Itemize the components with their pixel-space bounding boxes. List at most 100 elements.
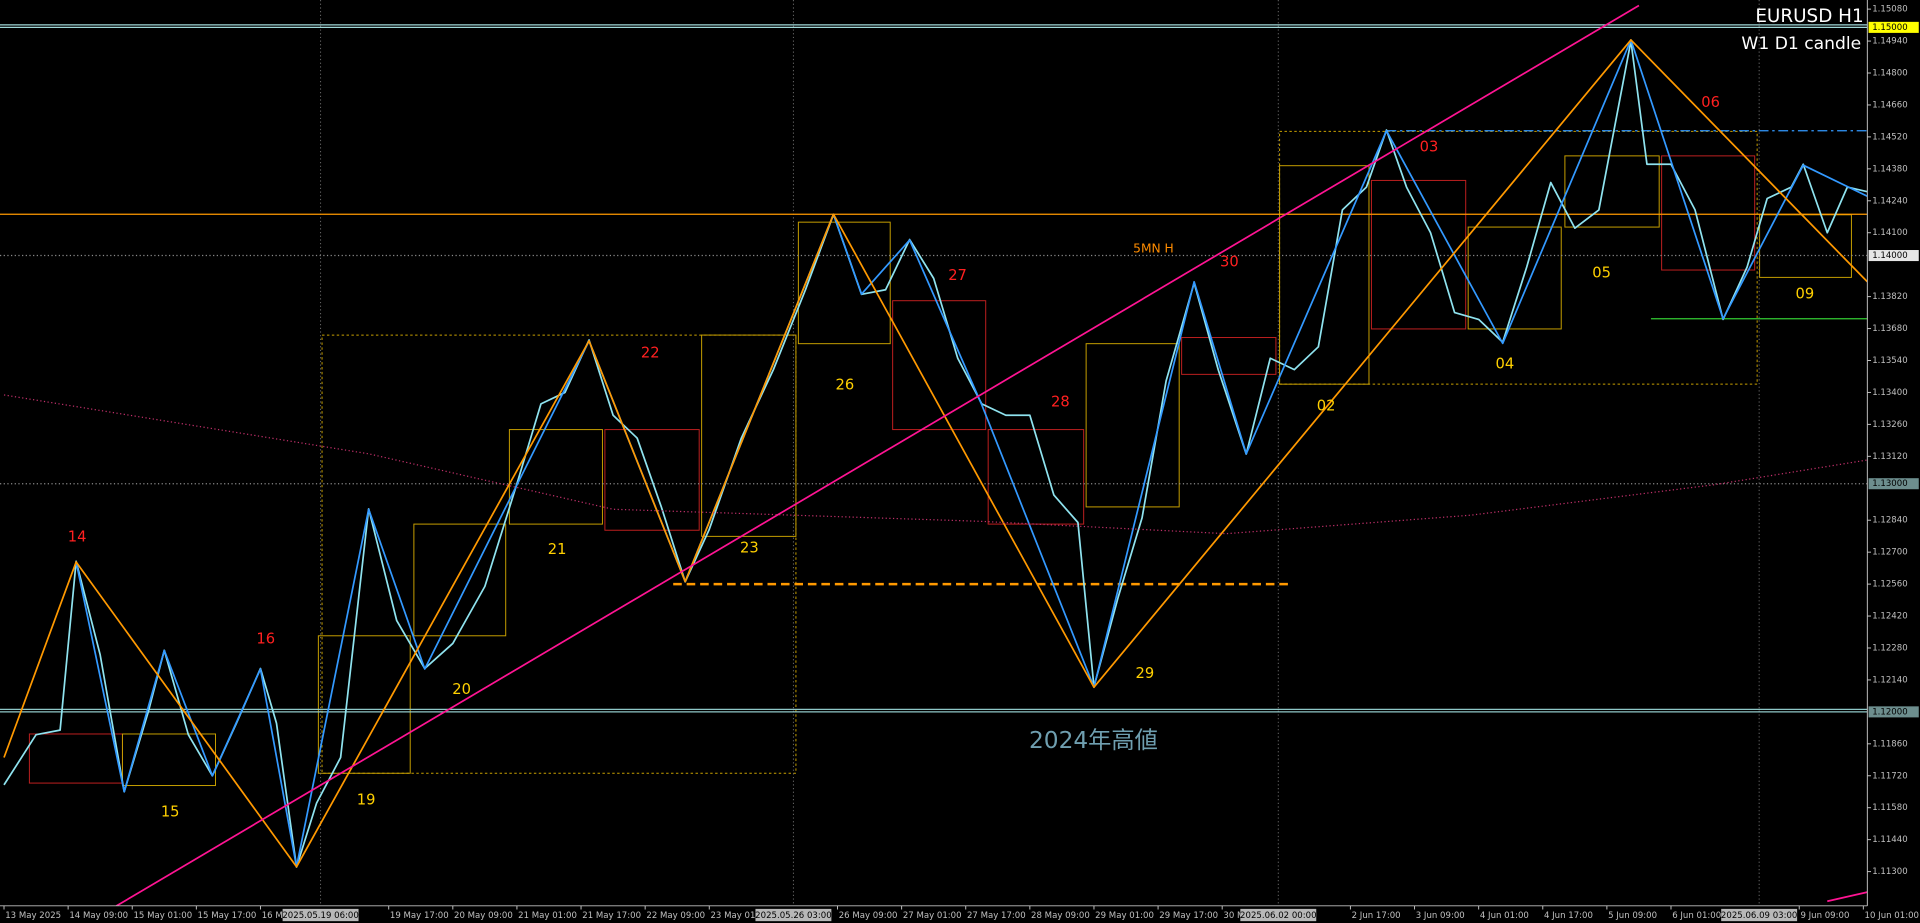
price-axis-panel bbox=[1867, 0, 1920, 923]
series-line bbox=[115, 4, 1640, 907]
annotation: 28 bbox=[1051, 394, 1070, 411]
y-tick-label: 1.13400 bbox=[1872, 388, 1907, 398]
d1-box bbox=[1564, 155, 1660, 228]
annotation: 14 bbox=[68, 529, 87, 546]
d1-box bbox=[1467, 226, 1562, 330]
annotation: 27 bbox=[948, 267, 967, 284]
d1-box bbox=[1181, 337, 1277, 375]
x-tick-label: 27 May 17:00 bbox=[967, 911, 1026, 921]
d1-box bbox=[797, 221, 891, 345]
annotation: 5MN H bbox=[1133, 242, 1174, 256]
x-marker-box bbox=[282, 908, 359, 922]
w1-box bbox=[321, 334, 797, 774]
y-tick-label: 1.12280 bbox=[1872, 643, 1907, 653]
x-tick-label: 21 May 17:00 bbox=[582, 911, 641, 921]
x-marker-box bbox=[755, 908, 832, 922]
x-tick-label: 6 Jun 01:00 bbox=[1672, 911, 1721, 921]
y-tick-label: 1.11860 bbox=[1872, 739, 1907, 749]
time-axis-panel bbox=[0, 905, 1920, 923]
chart-subtitle: W1 D1 candle bbox=[1741, 34, 1861, 54]
y-tick-label: 1.14380 bbox=[1872, 164, 1907, 174]
y-tick-label: 1.12700 bbox=[1872, 548, 1907, 558]
y-tick-label: 1.12420 bbox=[1872, 612, 1907, 622]
y-tick-label: 1.15080 bbox=[1872, 5, 1907, 15]
plot-area: 14 16 22 27 28 30 03 06 15 19 20 21 23 26 29 02 04 05 09 5M… bbox=[0, 0, 1868, 907]
y-tick-label: 1.11440 bbox=[1872, 835, 1907, 845]
y-tick-label: 1.14100 bbox=[1872, 228, 1907, 238]
x-marker-label: 2025.05.19 06:00 bbox=[282, 911, 358, 921]
x-tick-label: 5 Jun 09:00 bbox=[1608, 911, 1657, 921]
series-line bbox=[3, 39, 1868, 868]
price-label-box bbox=[1868, 478, 1919, 490]
price-label: 1.12000 bbox=[1872, 707, 1907, 717]
y-tick-label: 1.13120 bbox=[1872, 452, 1907, 462]
x-tick-label: 30 M bbox=[1223, 911, 1244, 921]
annotation: 02 bbox=[1317, 397, 1336, 414]
annotation: 30 bbox=[1220, 254, 1239, 271]
d1-box bbox=[121, 733, 216, 787]
d1-box bbox=[317, 635, 411, 774]
annotation: 20 bbox=[452, 681, 471, 698]
d1-box bbox=[701, 334, 797, 537]
annotation: 26 bbox=[836, 376, 855, 393]
x-tick-label: 15 May 17:00 bbox=[198, 911, 257, 921]
series-line bbox=[1827, 891, 1868, 903]
x-tick-label: 28 May 09:00 bbox=[1031, 911, 1090, 921]
x-tick-label: 26 May 09:00 bbox=[839, 911, 898, 921]
x-tick-label: 29 May 01:00 bbox=[1095, 911, 1154, 921]
x-tick-label: 13 May 2025 bbox=[5, 911, 61, 921]
annotation: 04 bbox=[1496, 356, 1515, 373]
annotation: 22 bbox=[641, 344, 660, 361]
x-tick-label: 9 Jun 09:00 bbox=[1800, 911, 1849, 921]
axes: 1.15080 1.14940 1.14800 1.14660 1.14520 1.143… bbox=[3, 5, 1919, 922]
chart-title: EURUSD H1 bbox=[1755, 6, 1863, 27]
annotation: 15 bbox=[161, 804, 180, 821]
x-tick-label: 10 Jun 01:00 bbox=[1865, 911, 1919, 921]
y-tick-label: 1.11300 bbox=[1872, 867, 1907, 877]
x-marker-label: 2025.06.09 03:00 bbox=[1721, 911, 1797, 921]
annotation: 09 bbox=[1796, 286, 1815, 303]
x-tick-label: 3 Jun 09:00 bbox=[1416, 911, 1465, 921]
y-tick-label: 1.14660 bbox=[1872, 100, 1907, 110]
y-tick-label: 1.13260 bbox=[1872, 420, 1907, 430]
x-tick-label: 15 May 01:00 bbox=[133, 911, 192, 921]
y-tick-label: 1.14240 bbox=[1872, 196, 1907, 206]
price-label: 1.13000 bbox=[1872, 479, 1907, 489]
y-tick-label: 1.12560 bbox=[1872, 580, 1907, 590]
x-tick-label: 20 May 09:00 bbox=[454, 911, 513, 921]
x-tick-label: 27 May 01:00 bbox=[903, 911, 962, 921]
d1-box bbox=[1370, 179, 1467, 330]
d1-box bbox=[987, 429, 1085, 525]
d1-box bbox=[508, 429, 603, 525]
x-tick-label: 23 May 01:00 bbox=[710, 911, 769, 921]
x-tick-label: 29 May 17:00 bbox=[1159, 911, 1218, 921]
annotation: 23 bbox=[740, 540, 759, 557]
annotation: 03 bbox=[1420, 138, 1439, 155]
annotation: 19 bbox=[357, 791, 376, 808]
x-tick-label: 19 May 17:00 bbox=[390, 911, 449, 921]
y-tick-label: 1.13540 bbox=[1872, 356, 1907, 366]
y-tick-label: 1.11580 bbox=[1872, 803, 1907, 813]
y-tick-label: 1.14520 bbox=[1872, 132, 1907, 142]
x-tick-label: 2 Jun 17:00 bbox=[1352, 911, 1401, 921]
series-line bbox=[3, 40, 1868, 868]
annotation: 2024年高値 bbox=[1029, 727, 1158, 754]
d1-box bbox=[1661, 155, 1756, 271]
y-tick-label: 1.12840 bbox=[1872, 516, 1907, 526]
y-tick-label: 1.13680 bbox=[1872, 324, 1907, 334]
annotation: 29 bbox=[1136, 665, 1155, 682]
annotation: 06 bbox=[1701, 94, 1720, 111]
x-tick-label: 22 May 09:00 bbox=[646, 911, 705, 921]
price-label: 1.15000 bbox=[1872, 23, 1907, 33]
x-marker-box bbox=[1240, 908, 1317, 922]
x-marker-label: 2025.06.02 00:00 bbox=[1240, 911, 1316, 921]
x-marker-label: 2025.05.26 03:00 bbox=[755, 911, 831, 921]
y-tick-label: 1.13820 bbox=[1872, 292, 1907, 302]
price-label-box bbox=[1868, 706, 1919, 718]
annotation: 05 bbox=[1592, 265, 1611, 282]
x-tick-label: 21 May 01:00 bbox=[518, 911, 577, 921]
y-tick-label: 1.12140 bbox=[1872, 675, 1907, 685]
price-label-box bbox=[1868, 21, 1919, 33]
